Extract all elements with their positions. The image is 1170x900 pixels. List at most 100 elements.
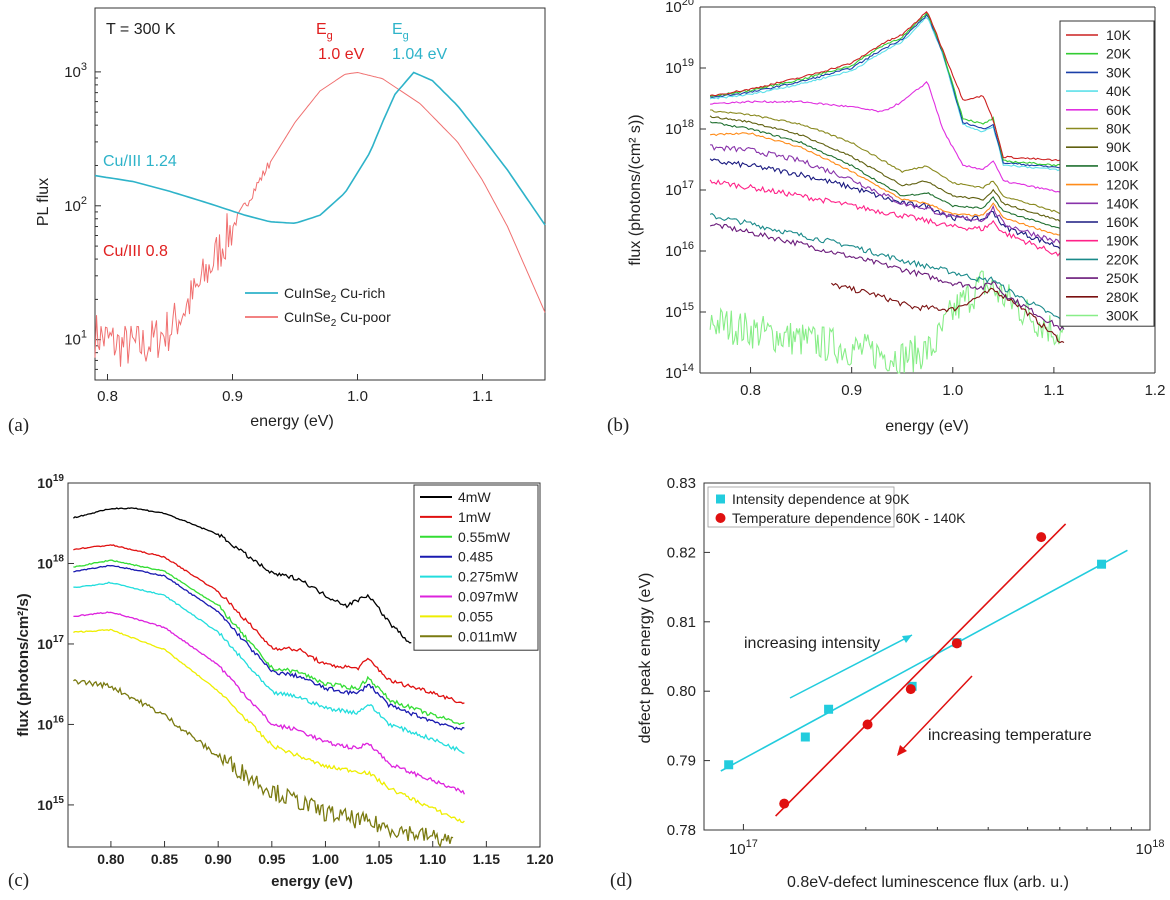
panel-c-legend-label: 0.055 <box>458 608 493 624</box>
panel-b-ytick-label: 1019 <box>665 57 694 77</box>
panel-d-circle-point <box>779 798 790 809</box>
panel-c-xtick-label: 1.00 <box>312 851 339 867</box>
panel-b-curve-220K <box>709 212 1065 324</box>
panel-b-curve-10K <box>709 10 1065 162</box>
panel-d-xtick-label: 1017 <box>729 838 758 858</box>
panel-c-xtick-label: 1.10 <box>419 851 446 867</box>
panel-b-legend-label: 300K <box>1106 308 1139 324</box>
panel-d-ylabel: defect peak energy (eV) <box>637 573 654 744</box>
panel-d-label: (d) <box>610 870 632 891</box>
panel-b-legend-label: 40K <box>1106 83 1132 99</box>
panel-b-curve-90K <box>709 115 1065 223</box>
panel-c-ylabel: flux (photons/cm²/s) <box>15 593 32 736</box>
panel-b-curve-40K <box>709 17 1065 172</box>
intensity-arrow-line <box>789 634 913 699</box>
panel-c-curve-1mW <box>73 544 465 705</box>
panel-d-legend-marker <box>716 494 725 504</box>
panel-b-ytick-label: 1018 <box>665 118 694 138</box>
panel-d-legend-label: Intensity dependence at 90K <box>732 491 910 507</box>
panel-d-circle-point <box>1036 532 1047 543</box>
panel-b-curve-80K <box>710 109 1065 216</box>
panel-d-fit-line-0 <box>720 549 1128 772</box>
panel-b-curve-30K <box>710 13 1065 169</box>
panel-c-label: (c) <box>8 870 29 891</box>
temperature-arrowhead-icon <box>897 745 907 756</box>
panel-a-xlabel: energy (eV) <box>250 413 334 430</box>
panel-d-xtick-label: 1018 <box>1136 838 1165 858</box>
panel-c-xtick-label: 0.85 <box>151 851 178 867</box>
panel-d-square-point <box>724 760 734 770</box>
panel-b-curve-280K <box>831 282 1065 344</box>
panel-c-legend-box <box>413 484 539 651</box>
panel-d-circle-point <box>951 638 962 649</box>
panel-d-ytick-label: 0.83 <box>667 475 696 492</box>
panel-a-ytick-label: 102 <box>64 195 87 215</box>
panel-a-xtick-label: 1.1 <box>472 388 493 405</box>
panel-c-curve-0.275mW <box>73 581 465 754</box>
panel-b-ytick-label: 1020 <box>665 0 694 16</box>
panel-a-xtick-label: 1.0 <box>347 388 368 405</box>
panel-d-ytick-label: 0.78 <box>667 822 696 839</box>
panel-b-curve-120K <box>709 132 1065 238</box>
panel-b-xtick-label: 0.8 <box>740 382 761 399</box>
panel-b-curve-250K <box>709 222 1065 332</box>
panel-d-square-point <box>800 732 810 742</box>
panel-c-ytick-label: 1017 <box>37 634 64 652</box>
panel-d-ytick-label: 0.79 <box>667 753 696 770</box>
panel-b-ytick-label: 1015 <box>665 301 694 321</box>
panel-c-legend-label: 0.275mW <box>458 569 519 585</box>
panel-b-xtick-label: 0.9 <box>841 382 862 399</box>
panel-c-curve-0.055 <box>73 628 465 824</box>
panel-b-legend-label: 160K <box>1106 214 1139 230</box>
panel-b-curve-140K <box>710 144 1065 245</box>
panel-b-legend-label: 120K <box>1106 177 1139 193</box>
panel-d-circle-point <box>905 684 916 695</box>
panel-d-legend-marker <box>715 513 726 523</box>
increasing-intensity-label: increasing intensity <box>744 635 880 652</box>
panel-d-fit-line-1 <box>775 523 1067 817</box>
panel-b-legend-label: 60K <box>1106 102 1132 118</box>
panel-c-curve-0.55mW <box>73 559 465 726</box>
panel-b-ytick-label: 1017 <box>665 179 694 199</box>
intensity-arrowhead-icon <box>902 635 912 643</box>
panel-c-legend-label: 0.097mW <box>458 589 519 605</box>
cu-red-label: Cu/III 0.8 <box>103 243 168 260</box>
panel-a: (a) energy (eV) PL flux T = 300 K Eg 1.0… <box>8 7 546 436</box>
eg-red-symbol: Eg <box>316 21 333 42</box>
temperature-label: T = 300 K <box>106 21 176 38</box>
panel-b-xtick-label: 1.2 <box>1145 382 1166 399</box>
panel-c: (c) energy (eV) flux (photons/cm²/s) 0.8… <box>8 473 554 891</box>
panel-d-square-point <box>1097 559 1107 569</box>
panel-b-ylabel: flux (photons/(cm² s)) <box>627 114 644 265</box>
panel-a-ylabel: PL flux <box>35 178 52 226</box>
panel-c-plot-frame <box>67 482 541 848</box>
panel-b-legend-label: 20K <box>1106 46 1132 62</box>
panel-c-xtick-label: 0.90 <box>205 851 232 867</box>
panel-b-curve-100K <box>709 121 1065 232</box>
panel-c-legend-label: 0.55mW <box>458 529 511 545</box>
panel-b-label: (b) <box>607 415 629 436</box>
panel-d-plot-frame <box>703 482 1151 831</box>
panel-a-legend-label: CuInSe2 Cu-rich <box>284 285 385 305</box>
panel-b-ytick-label: 1016 <box>665 240 694 260</box>
panel-c-legend-label: 4mW <box>458 489 491 505</box>
panel-d: (d) 0.8eV-defect luminescence flux (arb.… <box>610 475 1164 891</box>
panel-b-curve-60K <box>710 81 1065 193</box>
panel-c-curve-0.097mW <box>73 611 465 795</box>
panel-a-label: (a) <box>8 415 29 436</box>
panel-b-curve-190K <box>709 179 1065 259</box>
panel-c-ytick-label: 1018 <box>37 553 64 571</box>
panel-a-plot-frame <box>94 7 546 381</box>
panel-b-legend-label: 80K <box>1106 121 1132 137</box>
panel-c-ytick-label: 1015 <box>37 795 64 813</box>
panel-d-ytick-label: 0.80 <box>667 683 696 700</box>
panel-b-legend-label: 280K <box>1106 289 1139 305</box>
panel-d-ytick-label: 0.82 <box>667 544 696 561</box>
panel-b-legend-label: 190K <box>1106 233 1139 249</box>
panel-b-legend-label: 250K <box>1106 270 1139 286</box>
eg-blue-value: 1.04 eV <box>392 46 447 63</box>
panel-c-curve-0.485 <box>73 564 465 731</box>
panel-c-ytick-label: 1019 <box>37 473 64 491</box>
eg-red-value: 1.0 eV <box>318 46 365 63</box>
